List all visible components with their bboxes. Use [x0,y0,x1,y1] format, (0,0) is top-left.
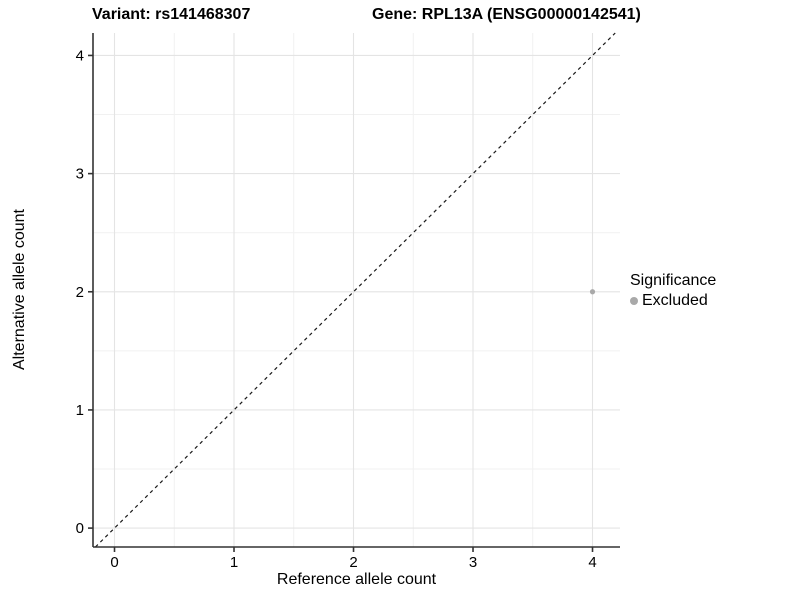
legend-point-icon [630,297,638,305]
y-tick-label: 1 [76,402,84,419]
y-tick-label: 4 [76,47,84,64]
panel-background [93,33,620,547]
legend: Significance Excluded [630,271,716,310]
y-axis-title: Alternative allele count [11,209,28,371]
identity-reference-line [94,32,616,548]
y-tick-label: 3 [76,166,84,183]
y-tick-label: 0 [76,520,84,537]
x-tick-label: 3 [469,554,477,571]
legend-item-label: Excluded [642,292,708,309]
x-tick-label: 0 [110,554,118,571]
x-tick-label: 2 [349,554,357,571]
y-tick-label: 2 [76,284,84,301]
legend-title: Significance [630,272,717,289]
x-tick-label: 4 [588,554,596,571]
plot-title-gene: Gene: RPL13A (ENSG00000142541) [372,6,641,23]
legend-item-excluded: Excluded [630,292,716,310]
plot-title-variant: Variant: rs141468307 [92,6,251,23]
x-tick-label: 1 [230,554,238,571]
data-point [589,289,596,295]
x-axis-title: Reference allele count [276,571,437,588]
